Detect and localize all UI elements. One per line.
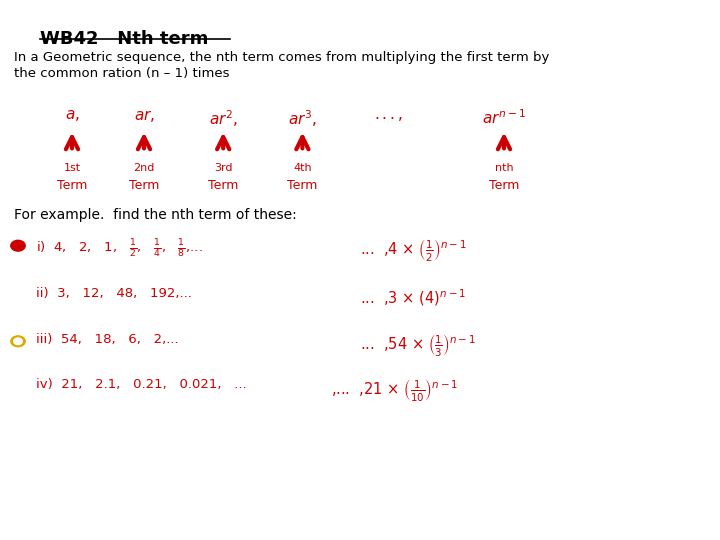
Text: 1st: 1st (63, 163, 81, 173)
Text: Term: Term (208, 179, 238, 192)
Text: 3rd: 3rd (214, 163, 233, 173)
Text: Term: Term (57, 179, 87, 192)
Text: ii)  3,   12,   48,   192,...: ii) 3, 12, 48, 192,... (36, 287, 192, 300)
Text: ...  ,54 $\times$ $\left(\frac{1}{3}\right)^{n-1}$: ... ,54 $\times$ $\left(\frac{1}{3}\righ… (360, 333, 476, 359)
Text: Term: Term (287, 179, 318, 192)
Text: $ar^3,$: $ar^3,$ (288, 108, 317, 129)
Text: $a,$: $a,$ (65, 108, 79, 123)
Text: ,...  ,21 $\times$ $\left(\frac{1}{10}\right)^{n-1}$: ,... ,21 $\times$ $\left(\frac{1}{10}\ri… (331, 378, 459, 404)
Text: the common ration (n – 1) times: the common ration (n – 1) times (14, 68, 230, 80)
Text: $ar,$: $ar,$ (133, 108, 155, 124)
Circle shape (11, 336, 25, 347)
Text: 4th: 4th (293, 163, 312, 173)
Text: In a Geometric sequence, the nth term comes from multiplying the first term by: In a Geometric sequence, the nth term co… (14, 51, 550, 64)
Text: WB42   Nth term: WB42 Nth term (40, 30, 208, 48)
Text: ...  ,4 $\times$ $\left(\frac{1}{2}\right)^{n-1}$: ... ,4 $\times$ $\left(\frac{1}{2}\right… (360, 238, 467, 264)
Text: ...  ,3 $\times$ $(4)^{n-1}$: ... ,3 $\times$ $(4)^{n-1}$ (360, 287, 466, 308)
Text: i)  4,   2,   1,   $\frac{1}{2}$,   $\frac{1}{4}$,   $\frac{1}{8}$,...: i) 4, 2, 1, $\frac{1}{2}$, $\frac{1}{4}$… (36, 238, 203, 260)
Text: iii)  54,   18,   6,   2,...: iii) 54, 18, 6, 2,... (36, 333, 179, 346)
Text: For example.  find the nth term of these:: For example. find the nth term of these: (14, 208, 297, 222)
Text: iv)  21,   2.1,   0.21,   0.021,   ...: iv) 21, 2.1, 0.21, 0.021, ... (36, 378, 247, 391)
Circle shape (14, 338, 22, 345)
Text: $ar^2,$: $ar^2,$ (209, 108, 238, 129)
Text: nth: nth (495, 163, 513, 173)
Circle shape (11, 240, 25, 251)
Text: Term: Term (489, 179, 519, 192)
Text: $...,$: $...,$ (374, 108, 403, 123)
Text: $ar^{n-1}$: $ar^{n-1}$ (482, 108, 526, 127)
Text: Term: Term (129, 179, 159, 192)
Text: 2nd: 2nd (133, 163, 155, 173)
